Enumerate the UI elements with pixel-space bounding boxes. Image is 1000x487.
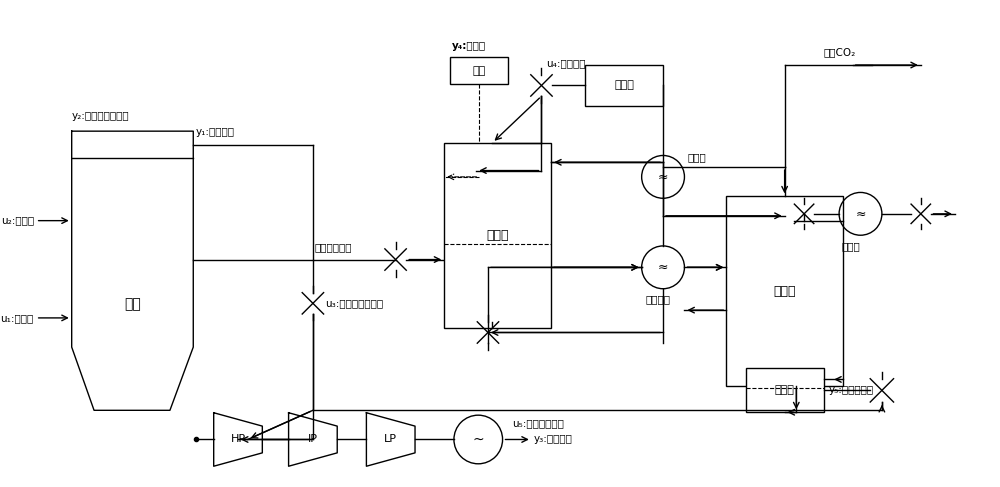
Polygon shape [72, 131, 193, 411]
Text: 炉膛尾部烟气: 炉膛尾部烟气 [315, 242, 352, 252]
Text: IP: IP [308, 434, 318, 445]
Text: LP: LP [384, 434, 397, 445]
Text: 纯净CO₂: 纯净CO₂ [824, 47, 856, 57]
Text: ~: ~ [472, 432, 484, 447]
Text: 缓冲罐: 缓冲罐 [614, 80, 634, 91]
Text: 比例: 比例 [473, 66, 486, 76]
Text: y₅:再沸器温度: y₅:再沸器温度 [828, 385, 874, 395]
Text: 锅炉: 锅炉 [124, 297, 141, 311]
Polygon shape [366, 413, 415, 466]
Text: u₃:主蒸汽阀门开度: u₃:主蒸汽阀门开度 [326, 299, 384, 308]
Polygon shape [214, 413, 262, 466]
Text: ≈: ≈ [658, 261, 668, 274]
Bar [746, 369, 824, 412]
Bar [450, 57, 508, 84]
Text: 热交换器: 热交换器 [646, 295, 671, 304]
Text: y₃:发电功率: y₃:发电功率 [534, 434, 573, 445]
Polygon shape [289, 413, 337, 466]
Text: y₄:捕集率: y₄:捕集率 [452, 41, 486, 52]
Text: u₄:贫液流量: u₄:贫液流量 [546, 58, 586, 68]
Bar [444, 143, 551, 328]
Text: u₂:给水量: u₂:给水量 [1, 216, 34, 225]
Text: ≈: ≈ [658, 170, 668, 184]
Text: ≈: ≈ [855, 207, 866, 220]
Text: y₂:分离器出口温度: y₂:分离器出口温度 [72, 112, 129, 121]
Text: y₁:主汽温度: y₁:主汽温度 [195, 127, 234, 137]
Text: 分离塔: 分离塔 [773, 285, 796, 298]
Text: 再沸器: 再沸器 [775, 385, 795, 395]
Text: 吸收塔: 吸收塔 [486, 229, 509, 242]
Bar [585, 65, 663, 106]
Text: u₅:汽机抽气流量: u₅:汽机抽气流量 [512, 418, 564, 428]
Text: HP: HP [230, 434, 246, 445]
Text: 冷凝器: 冷凝器 [687, 152, 706, 162]
Text: 凝汽器: 凝汽器 [841, 241, 860, 251]
Text: u₁:给煤量: u₁:给煤量 [1, 313, 34, 323]
Bar [726, 196, 843, 386]
